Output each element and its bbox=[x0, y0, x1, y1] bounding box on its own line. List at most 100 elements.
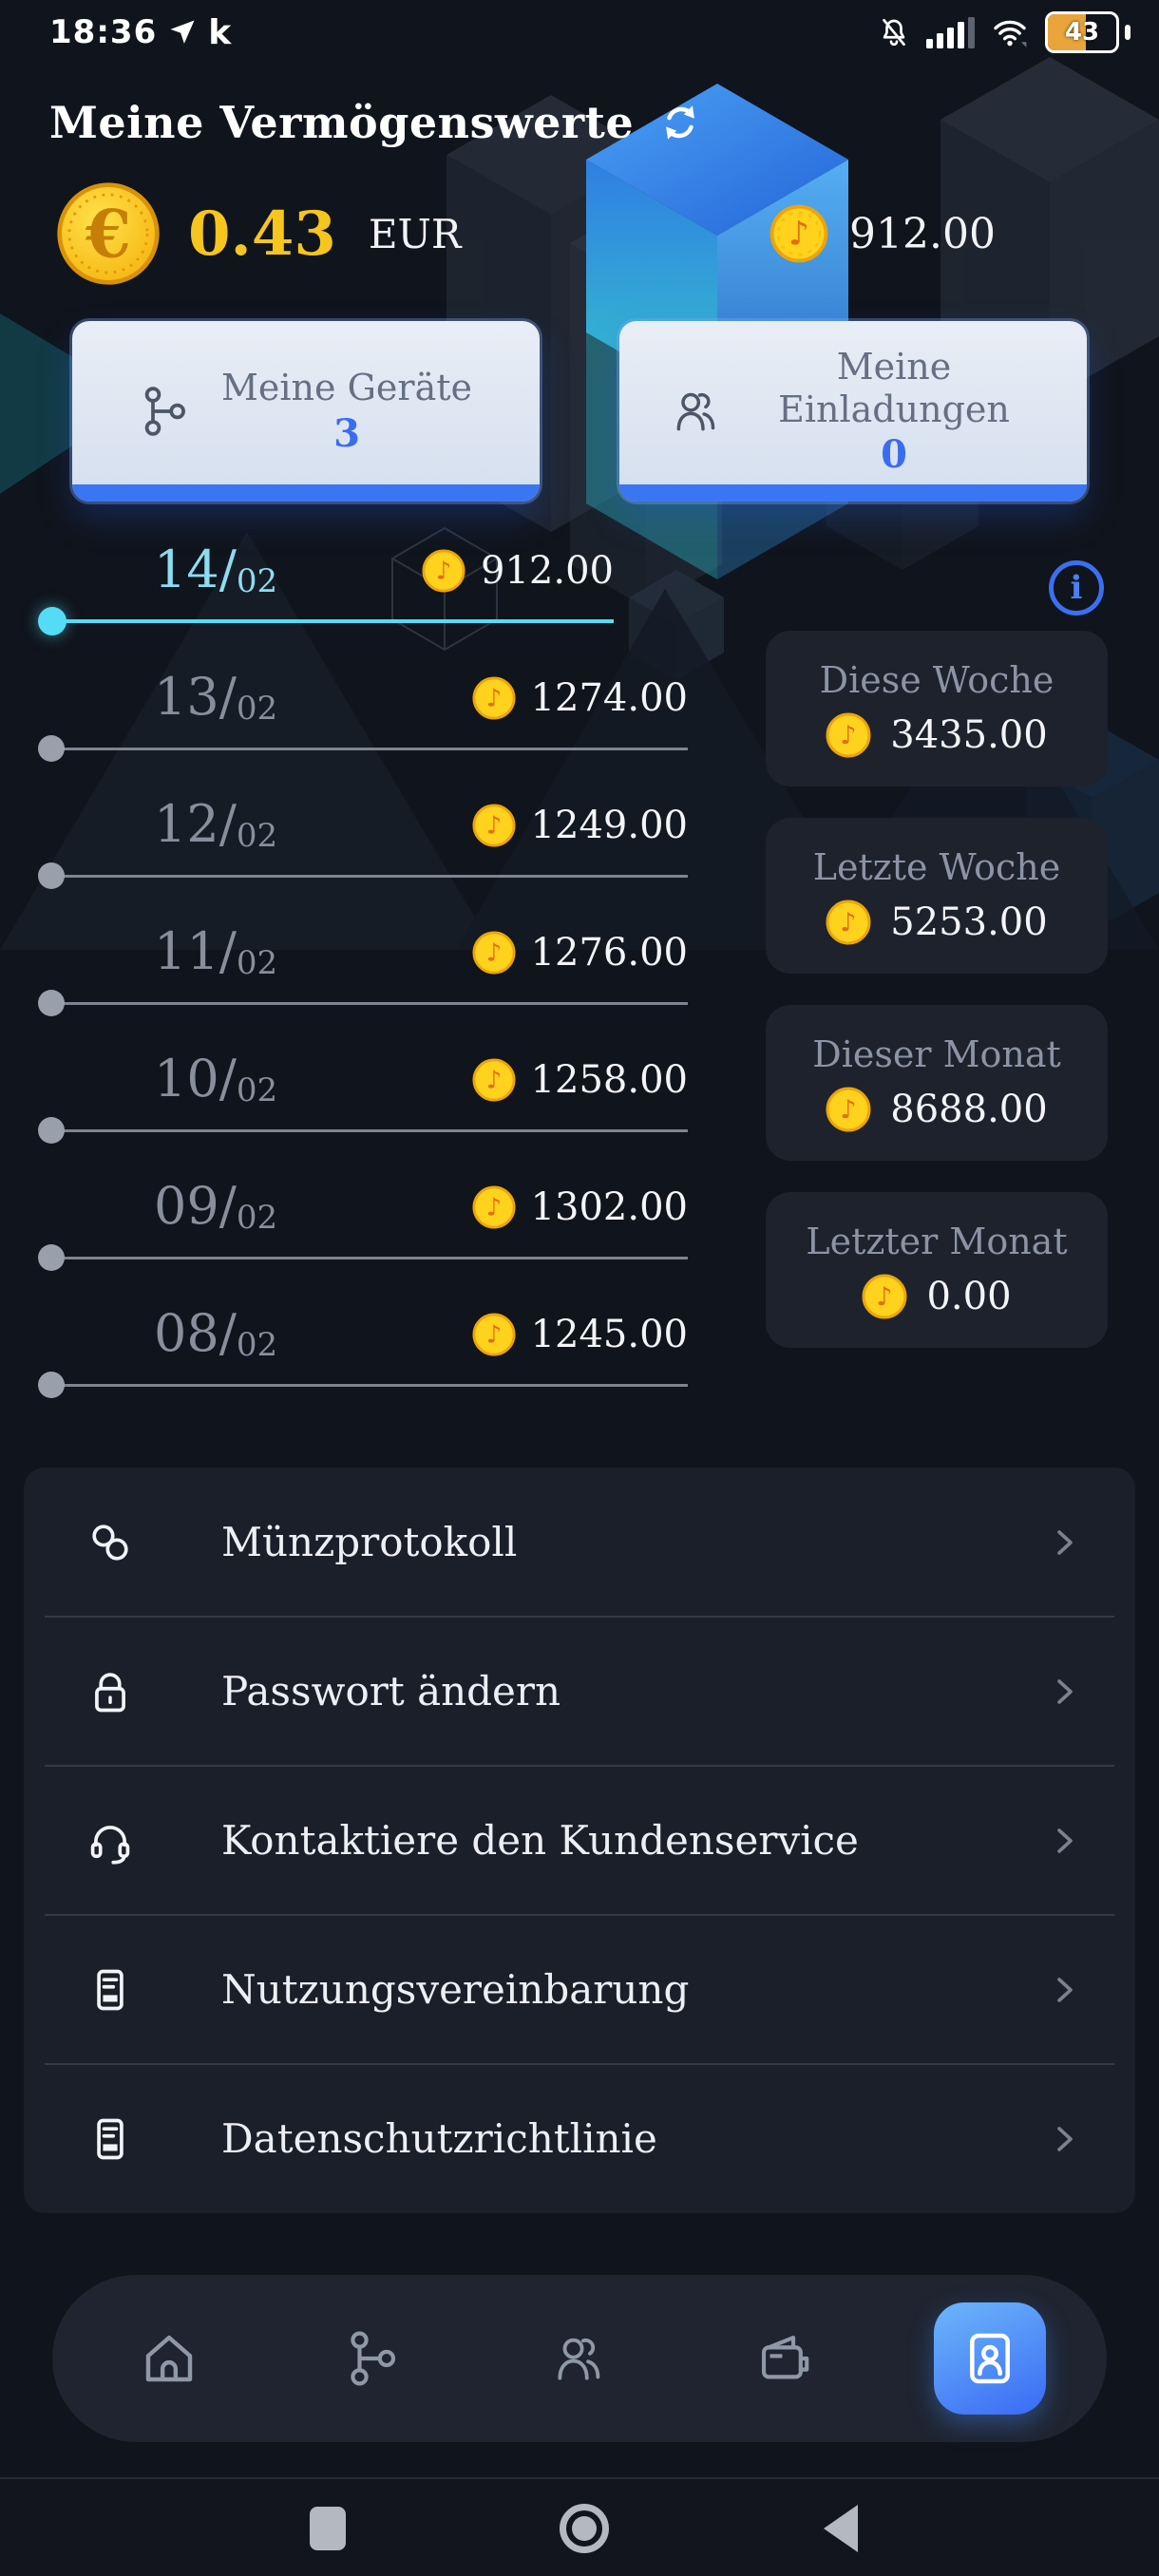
day-row[interactable]: 14/02 ♪ 912.00 bbox=[38, 541, 614, 636]
day-date: 09/02 bbox=[154, 1176, 278, 1237]
menu-item-terms[interactable]: Nutzungsvereinbarung bbox=[24, 1914, 1135, 2064]
android-back-button[interactable] bbox=[823, 2505, 858, 2552]
this-week-label: Diese Woche bbox=[819, 659, 1054, 701]
battery-icon: 43 bbox=[1045, 11, 1119, 53]
day-amount: 1245.00 bbox=[530, 1313, 688, 1356]
home-icon bbox=[145, 2335, 193, 2382]
coin-amount: 912.00 bbox=[849, 209, 996, 258]
eur-balance: € 0.43 EUR bbox=[55, 177, 462, 291]
day-track bbox=[38, 1370, 688, 1400]
chevron-right-icon bbox=[1057, 1828, 1073, 1853]
status-bar: 18:36 k 43 bbox=[0, 0, 1159, 59]
people-icon bbox=[676, 392, 715, 431]
svg-text:♪: ♪ bbox=[485, 1194, 502, 1222]
timeline-line bbox=[52, 1384, 688, 1387]
timeline-line bbox=[52, 748, 688, 750]
lock-icon bbox=[95, 1672, 125, 1712]
profile-card-icon bbox=[970, 2333, 1010, 2384]
battery-percent: 43 bbox=[1064, 18, 1100, 47]
headset-icon bbox=[90, 1825, 130, 1865]
coin-icon: ♪ bbox=[472, 1185, 516, 1229]
coin-icon: ♪ bbox=[826, 712, 871, 758]
day-row[interactable]: 12/02 ♪ 1249.00 bbox=[38, 796, 688, 891]
menu-label: Passwort ändern bbox=[221, 1668, 561, 1714]
info-icon[interactable]: i bbox=[1049, 560, 1104, 616]
page-header: Meine Vermögenswerte bbox=[49, 97, 702, 148]
nav-item-team[interactable] bbox=[523, 2302, 636, 2415]
day-track bbox=[38, 988, 688, 1018]
coin-balance: ♪ 912.00 bbox=[770, 177, 996, 291]
clock: 18:36 bbox=[49, 13, 158, 51]
wifi-icon bbox=[994, 20, 1027, 47]
day-row[interactable]: 09/02 ♪ 1302.00 bbox=[38, 1178, 688, 1273]
refresh-icon[interactable] bbox=[658, 101, 702, 144]
my-invitations-count: 0 bbox=[881, 432, 907, 478]
link-icon bbox=[92, 1524, 128, 1561]
day-track bbox=[38, 861, 688, 891]
day-amount: 1302.00 bbox=[530, 1185, 688, 1229]
summary-column: i Diese Woche ♪ 3435.00 Letzte Woche bbox=[766, 560, 1108, 1348]
last-week-label: Letzte Woche bbox=[812, 846, 1061, 888]
nav-item-profile[interactable] bbox=[934, 2302, 1046, 2415]
app-letter-badge: k bbox=[208, 12, 232, 52]
last-week-card: Letzte Woche ♪ 5253.00 bbox=[766, 818, 1108, 974]
menu-item-privacy-policy[interactable]: Datenschutzrichtlinie bbox=[24, 2063, 1135, 2213]
device-branch-icon bbox=[144, 387, 185, 436]
last-week-value: 5253.00 bbox=[890, 900, 1048, 944]
menu-item-change-password[interactable]: Passwort ändern bbox=[24, 1616, 1135, 1766]
coin-icon: ♪ bbox=[472, 676, 516, 720]
menu-label: Münzprotokoll bbox=[221, 1519, 518, 1565]
svg-text:♪: ♪ bbox=[485, 685, 502, 713]
coin-icon: ♪ bbox=[862, 1274, 907, 1319]
menu-label: Nutzungsvereinbarung bbox=[221, 1966, 690, 2013]
wallet-icon bbox=[761, 2335, 809, 2379]
timeline-line bbox=[52, 1129, 688, 1132]
euro-coin-icon: € bbox=[57, 182, 160, 285]
stat-cards-row: Meine Geräte 3 Meine Einladungen 0 bbox=[0, 321, 1159, 502]
day-amount: 1258.00 bbox=[530, 1058, 688, 1102]
daily-earnings-list: 14/02 ♪ 912.00 13/02 ♪ bbox=[38, 541, 688, 1432]
day-date: 11/02 bbox=[154, 921, 278, 982]
menu-item-contact-support[interactable]: Kontaktiere den Kundenservice bbox=[24, 1765, 1135, 1915]
coin-icon: ♪ bbox=[826, 1087, 871, 1132]
timeline-line bbox=[52, 1002, 688, 1005]
signal-strength-icon bbox=[926, 16, 975, 48]
menu-item-coin-log[interactable]: Münzprotokoll bbox=[24, 1468, 1135, 1617]
nav-item-devices[interactable] bbox=[318, 2302, 430, 2415]
notifications-muted-icon bbox=[883, 18, 905, 47]
last-month-label: Letzter Monat bbox=[806, 1221, 1068, 1262]
svg-text:♪: ♪ bbox=[485, 812, 502, 841]
document-icon bbox=[97, 1969, 124, 2010]
day-date: 12/02 bbox=[154, 794, 278, 855]
people-icon bbox=[558, 2338, 600, 2380]
this-month-label: Dieser Monat bbox=[812, 1033, 1061, 1075]
svg-text:♪: ♪ bbox=[841, 721, 857, 750]
this-month-value: 8688.00 bbox=[890, 1088, 1048, 1131]
this-month-card: Dieser Monat ♪ 8688.00 bbox=[766, 1005, 1108, 1161]
coin-icon: ♪ bbox=[472, 1058, 516, 1102]
nav-item-home[interactable] bbox=[113, 2302, 225, 2415]
device-branch-icon bbox=[351, 2331, 396, 2386]
my-devices-card[interactable]: Meine Geräte 3 bbox=[72, 321, 540, 502]
day-row[interactable]: 08/02 ♪ 1245.00 bbox=[38, 1305, 688, 1400]
my-invitations-card[interactable]: Meine Einladungen 0 bbox=[619, 321, 1087, 502]
settings-menu: Münzprotokoll Passwort ändern bbox=[24, 1468, 1135, 2213]
chevron-right-icon bbox=[1057, 2126, 1073, 2151]
svg-text:€: € bbox=[85, 196, 131, 273]
day-row[interactable]: 13/02 ♪ 1274.00 bbox=[38, 669, 688, 764]
svg-text:♪: ♪ bbox=[485, 1321, 502, 1350]
coin-icon: ♪ bbox=[826, 900, 871, 945]
day-track bbox=[38, 733, 688, 764]
my-devices-count: 3 bbox=[333, 410, 360, 456]
day-amount: 912.00 bbox=[481, 549, 614, 593]
day-date: 13/02 bbox=[154, 667, 278, 728]
eur-amount: 0.43 bbox=[188, 198, 336, 270]
android-nav-bar bbox=[0, 2477, 1159, 2576]
android-home-button[interactable] bbox=[559, 2504, 609, 2553]
nav-item-wallet[interactable] bbox=[729, 2302, 841, 2415]
android-recents-button[interactable] bbox=[310, 2507, 347, 2550]
day-row[interactable]: 11/02 ♪ 1276.00 bbox=[38, 923, 688, 1018]
balances-row: € 0.43 EUR ♪ 912.00 bbox=[0, 177, 1159, 291]
day-row[interactable]: 10/02 ♪ 1258.00 bbox=[38, 1051, 688, 1146]
day-amount: 1274.00 bbox=[530, 676, 688, 720]
